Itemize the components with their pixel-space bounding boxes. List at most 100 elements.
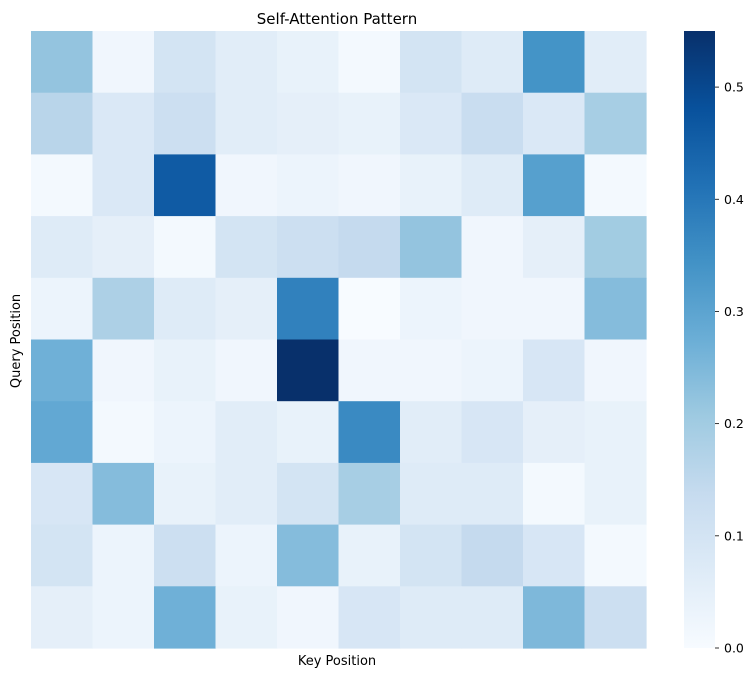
heatmap-cell xyxy=(461,31,524,94)
colorbar-tick-label: 0.5 xyxy=(724,80,744,95)
heatmap-cell xyxy=(31,339,94,402)
heatmap-cell xyxy=(277,524,340,587)
heatmap-cell xyxy=(338,31,401,94)
heatmap-cell xyxy=(154,524,217,587)
chart-title: Self-Attention Pattern xyxy=(257,10,417,28)
heatmap-cell xyxy=(215,154,278,217)
heatmap-cell xyxy=(338,154,401,217)
heatmap-cell xyxy=(584,92,647,155)
heatmap-cell xyxy=(92,401,155,464)
heatmap-cell xyxy=(523,524,586,587)
heatmap-cell xyxy=(215,524,278,587)
heatmap-cell xyxy=(400,462,463,526)
heatmap-cell xyxy=(400,277,463,341)
heatmap-cell xyxy=(461,462,524,526)
heatmap-cell xyxy=(461,277,524,341)
heatmap-cell xyxy=(215,216,278,279)
heatmap-cell xyxy=(584,462,647,526)
heatmap-cell xyxy=(277,339,340,402)
heatmap-cell xyxy=(523,31,586,94)
heatmap-cell xyxy=(154,154,217,217)
heatmap-cell xyxy=(400,339,463,402)
heatmap-cell xyxy=(92,462,155,526)
heatmap-cell xyxy=(154,31,217,94)
heatmap-cell xyxy=(523,216,586,279)
heatmap-cell xyxy=(215,401,278,464)
heatmap-cell xyxy=(31,401,94,464)
heatmap-cell xyxy=(277,277,340,341)
heatmap-cell xyxy=(215,31,278,94)
heatmap-cell xyxy=(523,462,586,526)
heatmap-cell xyxy=(215,339,278,402)
heatmap-cell xyxy=(584,401,647,464)
heatmap-cell xyxy=(584,339,647,402)
x-axis-label: Key Position xyxy=(298,654,376,669)
colorbar-tick-label: 0.2 xyxy=(724,416,744,431)
heatmap-cell xyxy=(215,462,278,526)
heatmap-cell xyxy=(461,154,524,217)
colorbar xyxy=(684,31,715,648)
heatmap-cell xyxy=(277,401,340,464)
heatmap-cell xyxy=(277,154,340,217)
y-axis-label: Query Position xyxy=(9,294,24,388)
heatmap-cell xyxy=(92,31,155,94)
heatmap-cell xyxy=(584,216,647,279)
heatmap-cell xyxy=(277,216,340,279)
heatmap-cell xyxy=(523,154,586,217)
colorbar-tick-label: 0.3 xyxy=(724,304,744,319)
heatmap-cell xyxy=(523,92,586,155)
heatmap-cell xyxy=(277,586,340,649)
heatmap-cell xyxy=(277,92,340,155)
heatmap-cell xyxy=(31,154,94,217)
heatmap-cell xyxy=(461,92,524,155)
heatmap-cell xyxy=(400,92,463,155)
heatmap-cell xyxy=(338,339,401,402)
heatmap-cell xyxy=(523,401,586,464)
heatmap-cell xyxy=(154,92,217,155)
heatmap-cell xyxy=(31,277,94,341)
heatmap-cell xyxy=(400,31,463,94)
heatmap-cell xyxy=(584,524,647,587)
heatmap-cell xyxy=(338,216,401,279)
colorbar-ticks: 0.0 0.1 0.2 0.3 0.4 0.5 xyxy=(715,80,744,656)
heatmap-cell xyxy=(215,277,278,341)
heatmap-cells xyxy=(31,31,647,649)
heatmap-cell xyxy=(523,586,586,649)
colorbar-tick-label: 0.4 xyxy=(724,192,744,207)
heatmap-cell xyxy=(92,586,155,649)
heatmap-cell xyxy=(31,216,94,279)
heatmap-cell xyxy=(92,154,155,217)
heatmap-cell xyxy=(584,154,647,217)
heatmap-cell xyxy=(31,31,94,94)
heatmap-cell xyxy=(31,586,94,649)
heatmap-cell xyxy=(215,586,278,649)
heatmap-cell xyxy=(31,92,94,155)
heatmap-cell xyxy=(338,524,401,587)
heatmap-cell xyxy=(338,277,401,341)
heatmap-cell xyxy=(523,339,586,402)
heatmap-cell xyxy=(215,92,278,155)
heatmap-cell xyxy=(584,277,647,341)
heatmap-cell xyxy=(461,586,524,649)
heatmap-cell xyxy=(92,216,155,279)
heatmap-cell xyxy=(154,462,217,526)
heatmap-cell xyxy=(154,586,217,649)
heatmap-cell xyxy=(92,524,155,587)
heatmap-cell xyxy=(154,216,217,279)
heatmap-cell xyxy=(584,586,647,649)
heatmap-cell xyxy=(338,586,401,649)
heatmap-cell xyxy=(31,462,94,526)
heatmap-cell xyxy=(400,586,463,649)
heatmap-cell xyxy=(92,277,155,341)
heatmap-cell xyxy=(400,401,463,464)
heatmap-cell xyxy=(154,339,217,402)
heatmap-cell xyxy=(338,92,401,155)
heatmap-cell xyxy=(92,92,155,155)
heatmap-cell xyxy=(400,154,463,217)
heatmap-cell xyxy=(31,524,94,587)
heatmap-cell xyxy=(338,462,401,526)
heatmap-cell xyxy=(400,524,463,587)
heatmap-cell xyxy=(277,462,340,526)
heatmap-cell xyxy=(92,339,155,402)
